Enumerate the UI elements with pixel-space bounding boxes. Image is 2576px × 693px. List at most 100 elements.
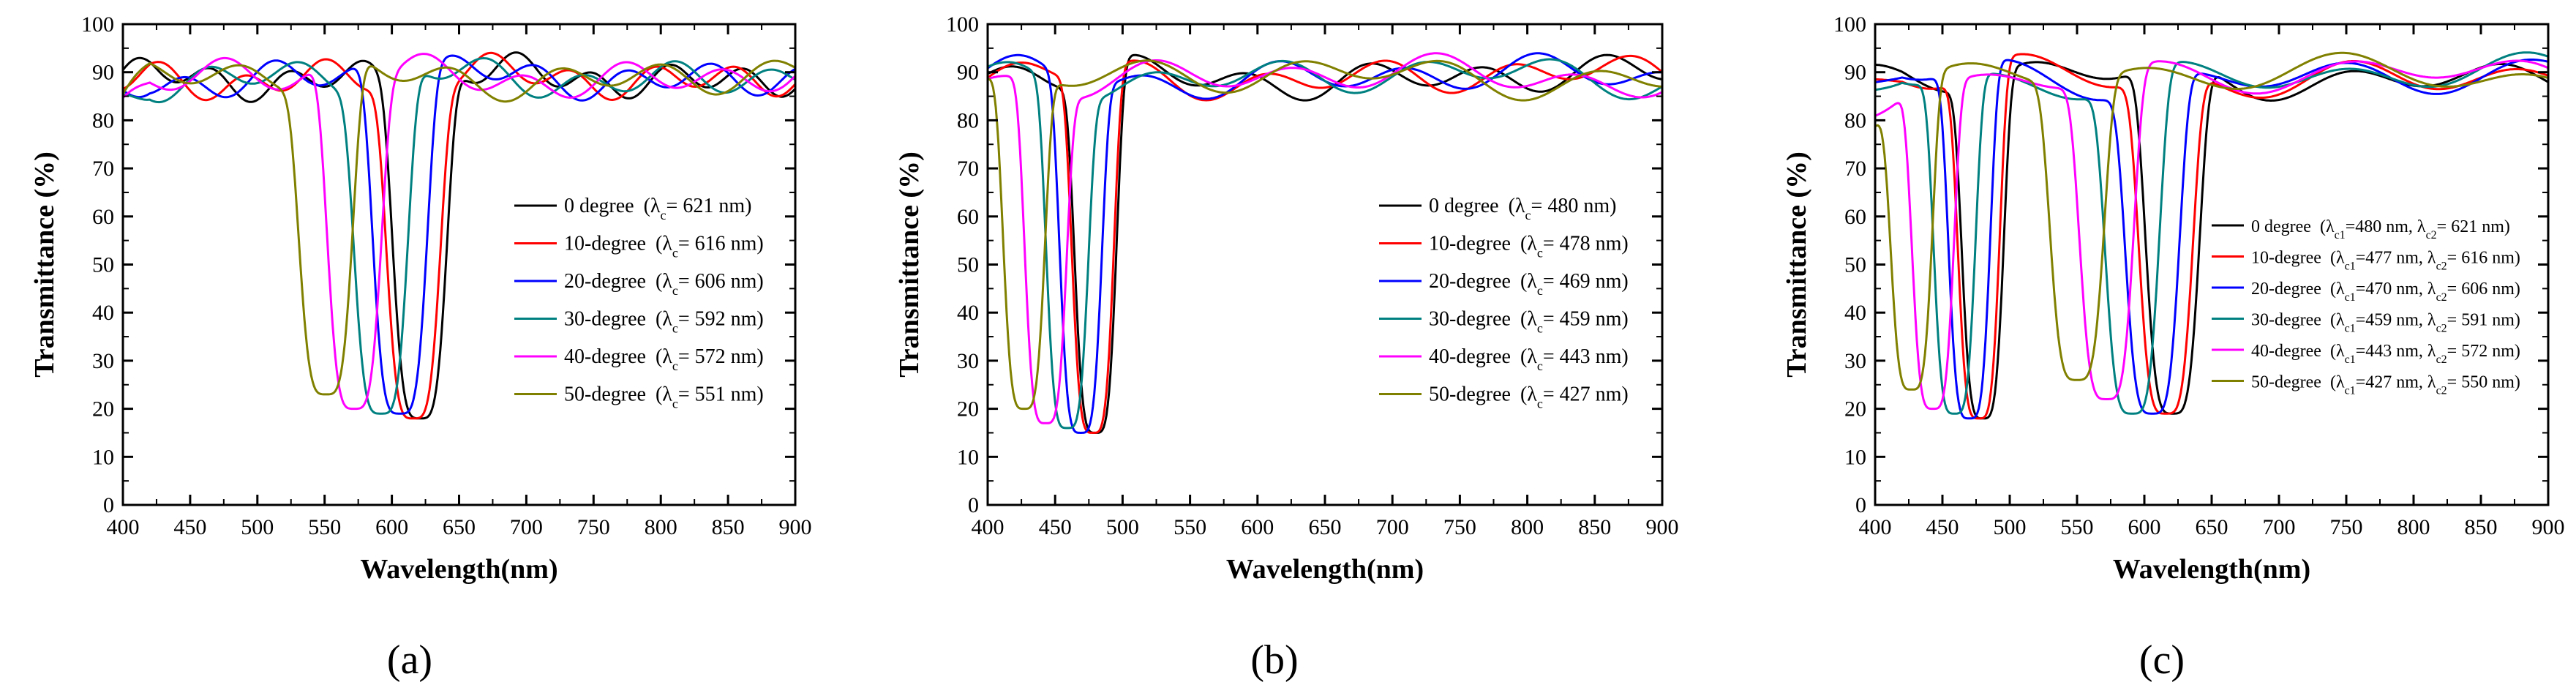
legend-label: 0 degree (λc= 621 nm): [564, 195, 751, 222]
series-line-40-degree: [123, 53, 795, 411]
y-tick-label: 10: [957, 445, 979, 469]
series-line-50-degree: [1875, 51, 2548, 391]
x-tick-label: 900: [779, 515, 812, 539]
legend-series-name: 20-degree: [2251, 280, 2321, 299]
legend-lambda2-value: 606: [2461, 280, 2487, 299]
legend-lambda1-value: 480: [2355, 217, 2381, 236]
legend-series-name: 0 degree: [1429, 195, 1499, 217]
legend-series-name: 30-degree: [1429, 308, 1511, 331]
y-tick-label: 100: [81, 12, 114, 37]
legend-item: 10-degree (λc1=477 nm, λc2= 616 nm): [2212, 249, 2520, 273]
y-tick-label: 30: [92, 349, 114, 373]
x-tick-label: 600: [375, 515, 408, 539]
chart-panel-b: 400 450 500 550 600 650 700 750 800 850 900 0 10 20 30…: [894, 12, 1679, 683]
legend-lambda-value: 478: [1560, 233, 1591, 255]
legend-item: 30-degree (λc= 459 nm): [1379, 308, 1629, 336]
legend-series-name: 30-degree: [564, 308, 646, 331]
legend-lambda-value: 621: [683, 195, 713, 217]
x-tick-label: 900: [2532, 515, 2565, 539]
x-tick-label: 400: [972, 515, 1005, 539]
y-tick-label: 60: [92, 205, 114, 229]
y-tick-label: 90: [957, 61, 979, 85]
legend-item: 10-degree (λc= 478 nm): [1379, 233, 1629, 261]
legend-item: 0 degree (λc= 621 nm): [514, 195, 751, 222]
legend-lambda2-value: 616: [2461, 249, 2487, 268]
x-tick-label: 450: [1926, 515, 1959, 539]
y-tick-label: 50: [957, 253, 979, 277]
x-tick-label: 700: [510, 515, 543, 539]
x-tick-label: 700: [1376, 515, 1409, 539]
chart-panel-a: 400 450 500 550 600 650 700 750 800 850 900 0 10 20 30…: [29, 12, 812, 683]
x-tick-label: 750: [577, 515, 610, 539]
x-tick-label: 650: [2196, 515, 2228, 539]
legend-item: 20-degree (λc= 606 nm): [514, 270, 764, 298]
legend-label: 10-degree (λc= 616 nm): [564, 233, 764, 261]
series-line-40-degree: [1875, 59, 2548, 411]
legend-series-name: 50-degree: [564, 383, 646, 406]
y-tick-label: 100: [1833, 12, 1866, 37]
legend-item: 40-degree (λc1=443 nm, λc2= 572 nm): [2212, 342, 2520, 366]
legend-lambda1-value: 459: [2365, 311, 2392, 330]
legend-label: 30-degree (λc1=459 nm, λc2= 591 nm): [2251, 311, 2520, 335]
legend-lambda-value: 572: [695, 345, 726, 368]
legend-item: 40-degree (λc= 443 nm): [1379, 345, 1629, 373]
panel-label: (b): [1250, 637, 1298, 683]
legend-label: 10-degree (λc= 478 nm): [1429, 233, 1629, 261]
legend-lambda-value: 616: [695, 233, 726, 255]
y-axis-title: Transmittance (%): [1781, 151, 1812, 378]
series-line-10-degree: [1875, 53, 2548, 420]
legend-label: 50-degree (λc= 551 nm): [564, 383, 764, 411]
legend-item: 30-degree (λc= 592 nm): [514, 308, 764, 336]
x-tick-label: 750: [2330, 515, 2363, 539]
x-tick-label: 500: [241, 515, 274, 539]
series-line-0-degree: [123, 51, 795, 420]
legend-label: 30-degree (λc= 459 nm): [1429, 308, 1629, 336]
legend-lambda2-value: 621: [2451, 217, 2477, 236]
panel-label: (c): [2139, 637, 2185, 683]
series-line-20-degree: [1875, 59, 2548, 420]
legend-lambda1-value: 477: [2365, 249, 2392, 268]
legend-series-name: 40-degree: [2251, 342, 2321, 361]
legend-label: 30-degree (λc= 592 nm): [564, 308, 764, 336]
y-tick-label: 70: [957, 157, 979, 181]
legend-lambda-value: 427: [1560, 383, 1591, 406]
legend-label: 0 degree (λc1=480 nm, λc2= 621 nm): [2251, 217, 2510, 241]
x-axis-title: Wavelength(nm): [360, 554, 557, 585]
x-tick-label: 500: [1106, 515, 1139, 539]
series-line-10-degree: [988, 54, 1662, 435]
legend-label: 10-degree (λc1=477 nm, λc2= 616 nm): [2251, 249, 2520, 273]
legend-series-name: 20-degree: [1429, 270, 1511, 293]
y-tick-label: 90: [92, 61, 114, 85]
legend-item: 40-degree (λc= 572 nm): [514, 345, 764, 373]
legend-lambda2-value: 572: [2461, 342, 2487, 361]
panel-label: (a): [387, 637, 432, 683]
series-line-30-degree: [988, 58, 1662, 430]
legend-lambda-value: 469: [1560, 270, 1591, 293]
legend-item: 50-degree (λc1=427 nm, λc2= 550 nm): [2212, 373, 2520, 397]
y-tick-label: 60: [1844, 205, 1866, 229]
legend-label: 20-degree (λc= 606 nm): [564, 270, 764, 298]
legend-series-name: 0 degree: [564, 195, 634, 217]
legend-lambda2-value: 550: [2461, 373, 2487, 392]
legend: 0 degree (λc= 621 nm) 10-degree (λc= 616 …: [514, 195, 764, 411]
y-tick-label: 10: [92, 445, 114, 469]
x-tick-label: 850: [2465, 515, 2498, 539]
legend-label: 40-degree (λc= 443 nm): [1429, 345, 1629, 373]
x-tick-label: 600: [2128, 515, 2161, 539]
x-tick-label: 700: [2263, 515, 2296, 539]
legend: 0 degree (λc= 480 nm) 10-degree (λc= 478 …: [1379, 195, 1629, 411]
y-axis-title: Transmittance (%): [894, 151, 925, 378]
legend-series-name: 0 degree: [2251, 217, 2311, 236]
x-tick-label: 900: [1646, 515, 1679, 539]
legend-lambda1-value: 443: [2365, 342, 2392, 361]
y-tick-label: 80: [1844, 108, 1866, 132]
legend-label: 40-degree (λc1=443 nm, λc2= 572 nm): [2251, 342, 2520, 366]
y-axis-title: Transmittance (%): [29, 151, 60, 378]
x-tick-label: 600: [1241, 515, 1274, 539]
legend-series-name: 40-degree: [564, 345, 646, 368]
legend-lambda1-value: 470: [2365, 280, 2392, 299]
legend-lambda-value: 551: [695, 383, 726, 406]
legend-item: 50-degree (λc= 427 nm): [1379, 383, 1629, 411]
y-tick-label: 40: [957, 301, 979, 325]
x-tick-label: 500: [1994, 515, 2027, 539]
